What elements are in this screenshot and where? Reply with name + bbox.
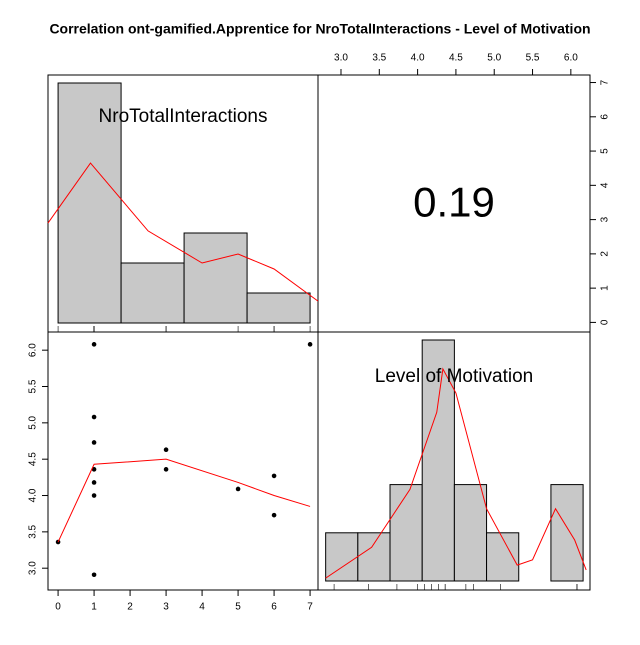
y-tick-label: 5.5 (28, 379, 39, 393)
y-tick-label: 5 (600, 148, 611, 154)
y-tick-label: 7 (600, 79, 611, 85)
y-tick-label: 2 (600, 251, 611, 257)
variable-name: NroTotalInteractions (99, 106, 268, 127)
x-tick-label: 1 (91, 602, 97, 613)
histogram-bar (453, 484, 488, 582)
x-tick-label: 4.0 (411, 53, 425, 64)
scatter-point (163, 447, 169, 453)
y-tick-label: 3.5 (28, 524, 39, 538)
x-tick-label: 5.5 (526, 53, 540, 64)
scatter-point (91, 467, 97, 472)
scatter-point (91, 572, 97, 578)
histogram-bar (120, 262, 185, 324)
scatter-point (163, 467, 169, 472)
scatter-point (91, 480, 97, 485)
histogram-bar (389, 484, 423, 582)
scatter-point (271, 512, 277, 518)
x-tick-label: 5 (235, 602, 241, 613)
y-tick-label: 4.0 (28, 488, 39, 502)
histogram-bar (57, 82, 122, 324)
loess-line (57, 458, 311, 543)
x-tick-label: 4.5 (449, 53, 463, 64)
x-tick-label: 6.0 (564, 53, 578, 64)
histogram-bar (357, 532, 391, 582)
scatter-point (271, 473, 277, 479)
x-tick-label: 5.0 (487, 53, 501, 64)
density-curve (47, 162, 319, 302)
x-tick-label: 0 (55, 602, 61, 613)
scatter-point (91, 342, 97, 347)
density-curve (325, 367, 587, 579)
y-tick-label: 6.0 (28, 343, 39, 357)
y-tick-label: 4.5 (28, 452, 39, 466)
scatter-point (91, 414, 97, 420)
x-tick-label: 6 (271, 602, 277, 613)
histogram-bar (550, 484, 584, 582)
scatter-point (307, 342, 313, 347)
y-tick-label: 1 (600, 285, 611, 291)
y-tick-label: 6 (600, 114, 611, 120)
histogram-bar (325, 532, 359, 582)
correlation-value: 0.19 (413, 179, 495, 226)
scatter-point (91, 440, 97, 445)
scatter-point (235, 486, 241, 492)
histogram-bar (183, 232, 248, 324)
x-tick-label: 7 (307, 602, 313, 613)
y-tick-label: 0 (600, 319, 611, 325)
y-tick-label: 4 (600, 182, 611, 188)
chart-title: Correlation ont-gamified.Apprentice for … (49, 21, 590, 37)
x-tick-label: 4 (199, 602, 205, 613)
histogram-bar (486, 532, 520, 582)
scatter-point (91, 493, 97, 498)
x-tick-label: 3.5 (372, 53, 386, 64)
y-tick-label: 5.0 (28, 415, 39, 429)
variable-name: Level of Motivation (375, 366, 533, 387)
y-tick-label: 3.0 (28, 561, 39, 575)
x-tick-label: 2 (127, 602, 133, 613)
histogram-bar (246, 292, 311, 324)
y-tick-label: 3 (600, 216, 611, 222)
x-tick-label: 3.0 (334, 53, 348, 64)
x-tick-label: 3 (163, 602, 169, 613)
